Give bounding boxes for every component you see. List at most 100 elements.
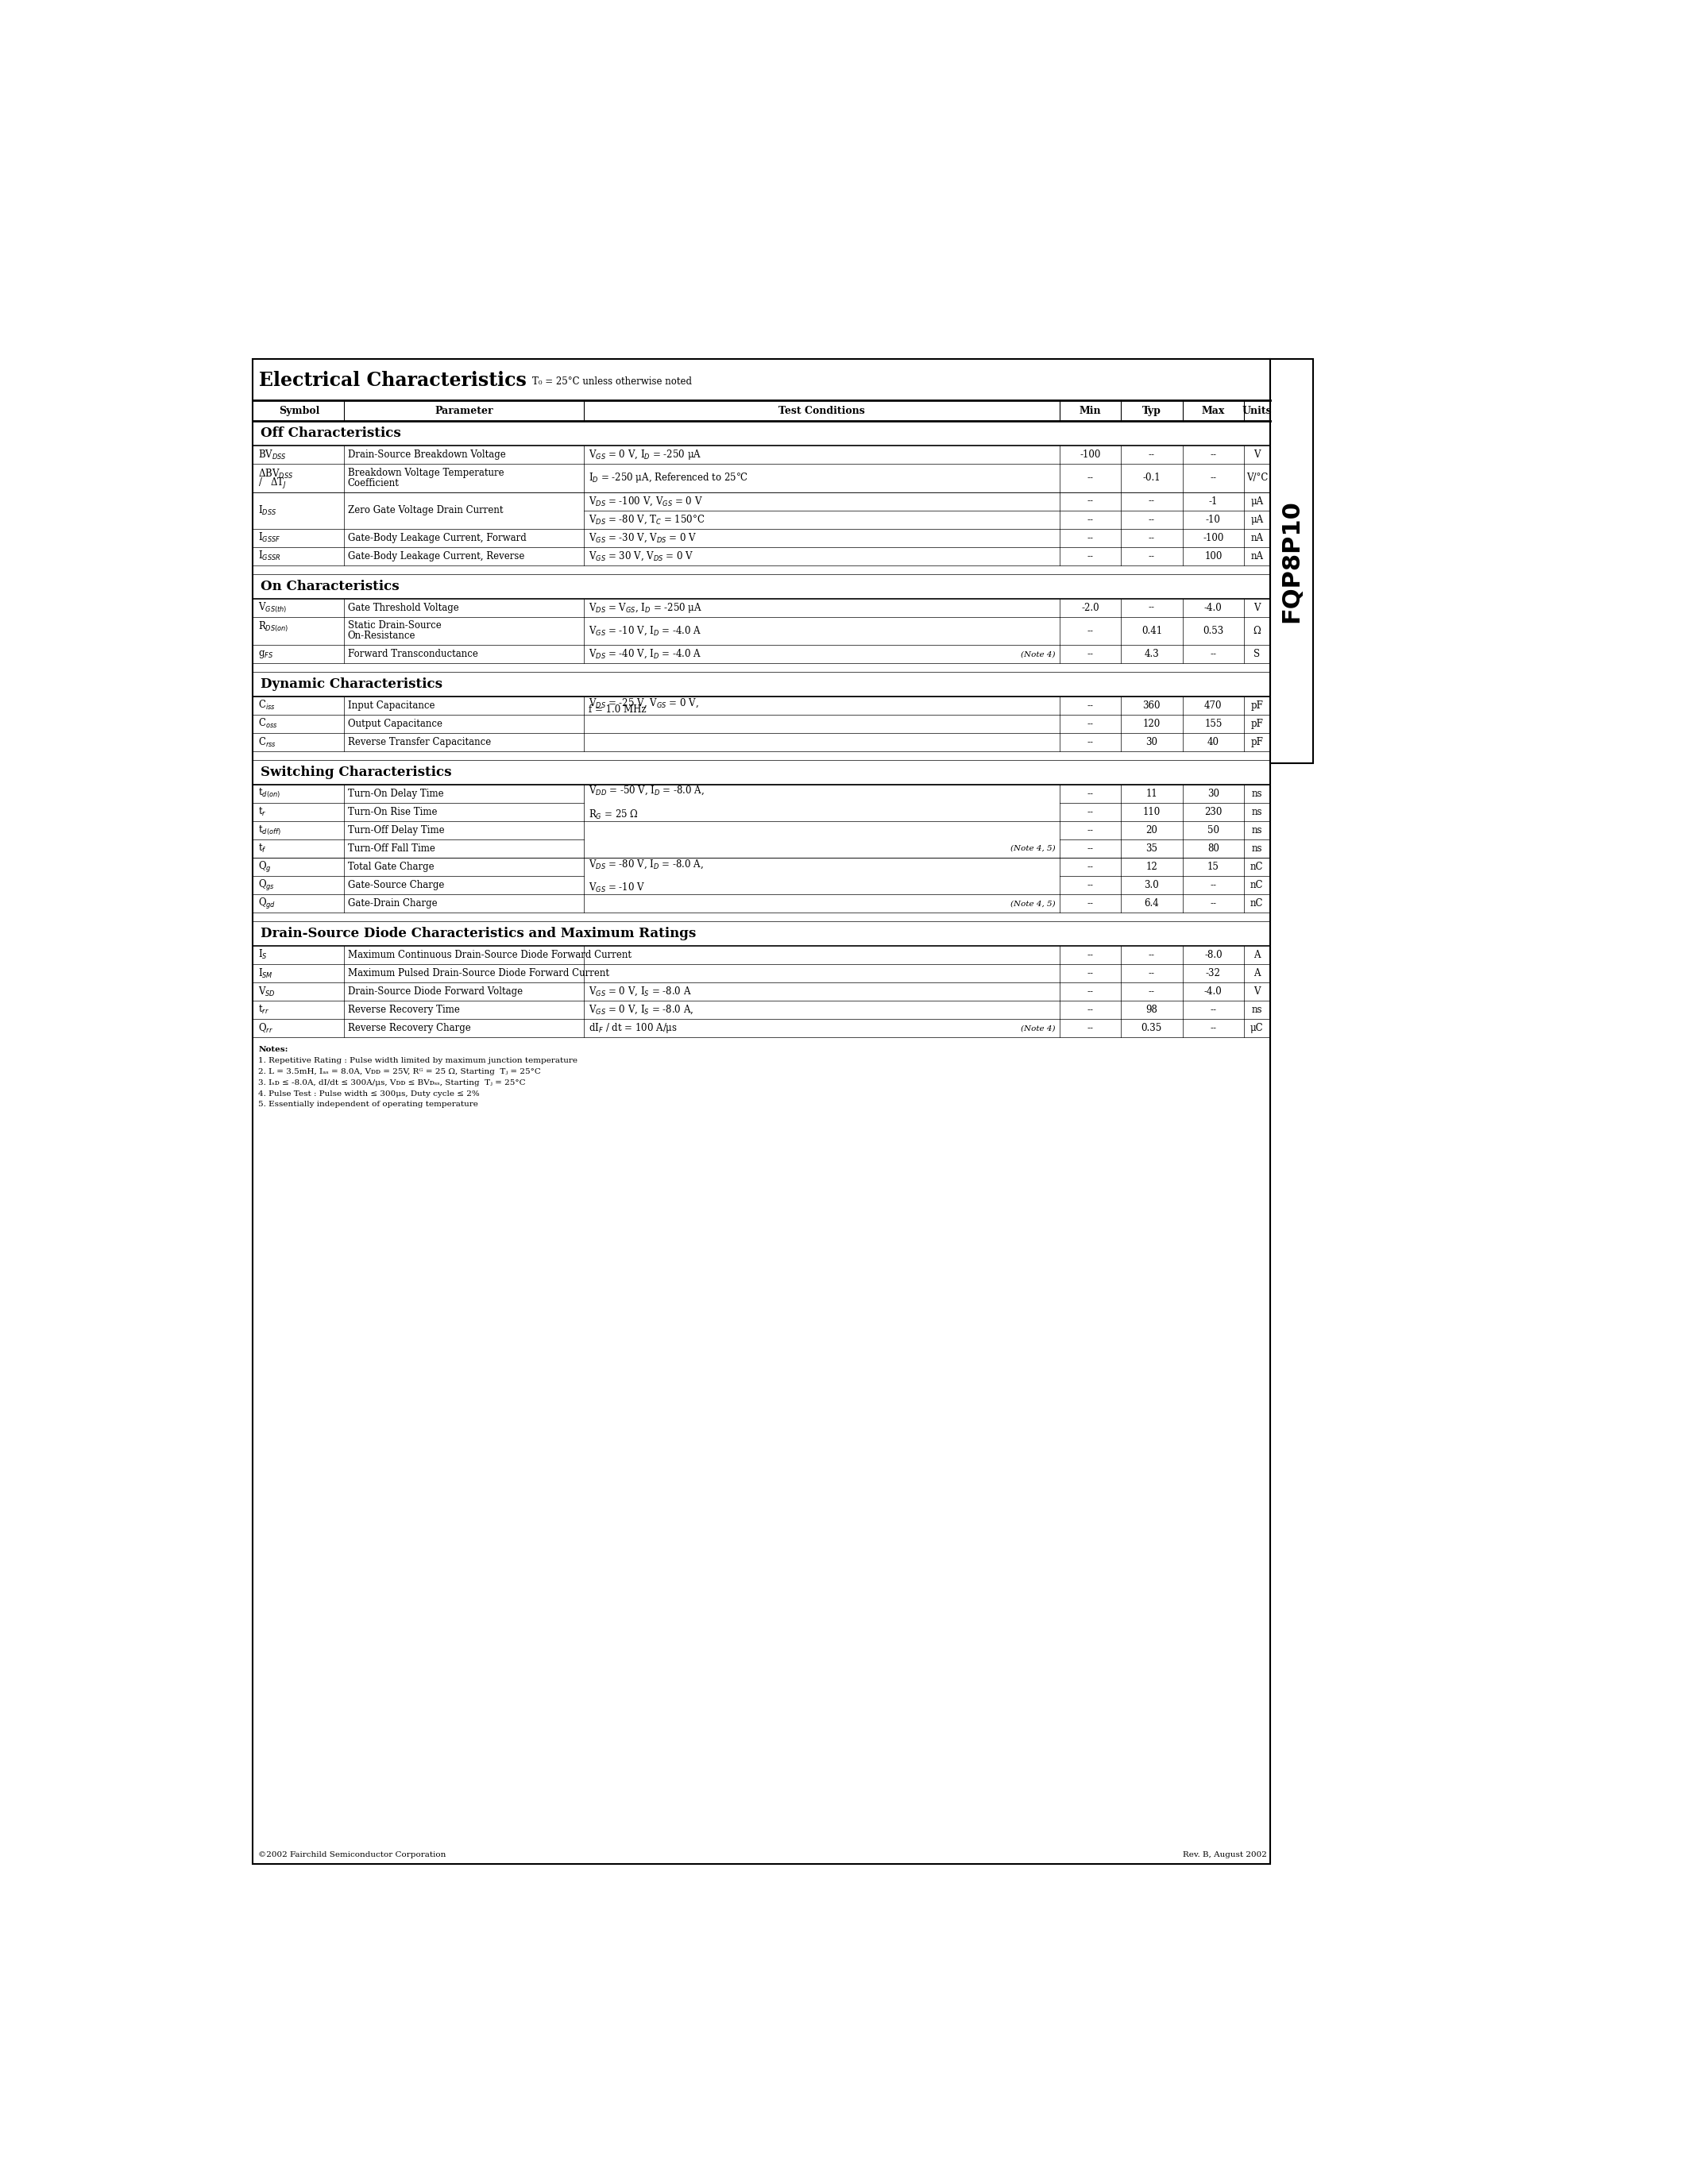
- Text: Forward Transconductance: Forward Transconductance: [348, 649, 478, 660]
- Text: 1. Repetitive Rating : Pulse width limited by maximum junction temperature: 1. Repetitive Rating : Pulse width limit…: [258, 1057, 577, 1064]
- Text: --: --: [1210, 1022, 1217, 1033]
- Text: A: A: [1254, 968, 1261, 978]
- Text: --: --: [1210, 880, 1217, 891]
- Text: Electrical Characteristics: Electrical Characteristics: [258, 371, 527, 391]
- Text: ns: ns: [1251, 806, 1263, 817]
- Text: T₀ = 25°C unless otherwise noted: T₀ = 25°C unless otherwise noted: [532, 378, 692, 387]
- Text: C$_{oss}$: C$_{oss}$: [258, 716, 279, 729]
- Text: I$_D$ = -250 μA, Referenced to 25°C: I$_D$ = -250 μA, Referenced to 25°C: [589, 472, 749, 485]
- Text: V$_{DS}$ = -80 V, T$_C$ = 150°C: V$_{DS}$ = -80 V, T$_C$ = 150°C: [589, 513, 706, 526]
- Text: 40: 40: [1207, 736, 1219, 747]
- Text: --: --: [1210, 450, 1217, 461]
- Text: Reverse Recovery Time: Reverse Recovery Time: [348, 1005, 459, 1016]
- Text: V$_{GS(th)}$: V$_{GS(th)}$: [258, 601, 287, 614]
- Text: V$_{DD}$ = -50 V, I$_D$ = -8.0 A,: V$_{DD}$ = -50 V, I$_D$ = -8.0 A,: [589, 784, 706, 797]
- Text: 30: 30: [1207, 788, 1219, 799]
- Text: --: --: [1087, 880, 1094, 891]
- Text: C$_{rss}$: C$_{rss}$: [258, 736, 277, 749]
- Text: S: S: [1254, 649, 1261, 660]
- Text: ns: ns: [1251, 843, 1263, 854]
- Text: Zero Gate Voltage Drain Current: Zero Gate Voltage Drain Current: [348, 505, 503, 515]
- Text: --: --: [1087, 736, 1094, 747]
- Text: Static Drain-Source: Static Drain-Source: [348, 620, 441, 631]
- Text: -8.0: -8.0: [1204, 950, 1222, 961]
- Text: V: V: [1254, 987, 1261, 996]
- Text: 470: 470: [1204, 701, 1222, 710]
- Text: V$_{GS}$ = 0 V, I$_S$ = -8.0 A,: V$_{GS}$ = 0 V, I$_S$ = -8.0 A,: [589, 1005, 694, 1016]
- Text: V: V: [1254, 450, 1261, 461]
- Text: V$_{SD}$: V$_{SD}$: [258, 985, 275, 998]
- Text: I$_{GSSF}$: I$_{GSSF}$: [258, 531, 280, 544]
- Text: Coefficient: Coefficient: [348, 478, 398, 489]
- Text: -32: -32: [1205, 968, 1220, 978]
- Text: --: --: [1087, 826, 1094, 834]
- Text: ns: ns: [1251, 826, 1263, 834]
- Text: 6.4: 6.4: [1144, 898, 1160, 909]
- Text: A: A: [1254, 950, 1261, 961]
- Text: V: V: [1254, 603, 1261, 614]
- Text: nC: nC: [1251, 898, 1264, 909]
- Text: I$_{DSS}$: I$_{DSS}$: [258, 505, 277, 518]
- Text: --: --: [1148, 533, 1155, 544]
- Text: f = 1.0 MHz: f = 1.0 MHz: [589, 703, 647, 714]
- Text: On-Resistance: On-Resistance: [348, 631, 415, 642]
- Text: t$_{rr}$: t$_{rr}$: [258, 1005, 270, 1016]
- Text: Turn-On Rise Time: Turn-On Rise Time: [348, 806, 437, 817]
- Text: --: --: [1087, 701, 1094, 710]
- Text: t$_r$: t$_r$: [258, 806, 267, 817]
- Text: --: --: [1087, 625, 1094, 636]
- Text: V$_{GS}$ = 30 V, V$_{DS}$ = 0 V: V$_{GS}$ = 30 V, V$_{DS}$ = 0 V: [589, 550, 694, 561]
- Text: 11: 11: [1146, 788, 1158, 799]
- Text: Total Gate Charge: Total Gate Charge: [348, 863, 434, 871]
- Text: -10: -10: [1205, 515, 1220, 524]
- Text: --: --: [1087, 550, 1094, 561]
- Text: On Characteristics: On Characteristics: [260, 579, 398, 592]
- Text: --: --: [1148, 968, 1155, 978]
- Text: --: --: [1087, 515, 1094, 524]
- Text: t$_f$: t$_f$: [258, 843, 267, 854]
- Text: --: --: [1087, 649, 1094, 660]
- Text: --: --: [1087, 533, 1094, 544]
- Text: 0.53: 0.53: [1204, 625, 1224, 636]
- Text: -0.1: -0.1: [1143, 472, 1161, 483]
- Text: --: --: [1087, 788, 1094, 799]
- Text: --: --: [1087, 719, 1094, 729]
- Text: --: --: [1087, 987, 1094, 996]
- Text: Q$_g$: Q$_g$: [258, 860, 272, 874]
- Text: R$_G$ = 25 Ω: R$_G$ = 25 Ω: [589, 808, 638, 821]
- Text: Gate-Body Leakage Current, Reverse: Gate-Body Leakage Current, Reverse: [348, 550, 525, 561]
- Text: ns: ns: [1251, 788, 1263, 799]
- Text: 155: 155: [1204, 719, 1222, 729]
- Text: --: --: [1210, 898, 1217, 909]
- Text: Gate-Source Charge: Gate-Source Charge: [348, 880, 444, 891]
- Text: I$_{GSSR}$: I$_{GSSR}$: [258, 550, 282, 563]
- Text: V$_{GS}$ = 0 V, I$_S$ = -8.0 A: V$_{GS}$ = 0 V, I$_S$ = -8.0 A: [589, 985, 692, 998]
- Text: R$_{DS(on)}$: R$_{DS(on)}$: [258, 620, 289, 633]
- Text: I$_{SM}$: I$_{SM}$: [258, 968, 273, 981]
- Text: V$_{GS}$ = 0 V, I$_D$ = -250 μA: V$_{GS}$ = 0 V, I$_D$ = -250 μA: [589, 448, 702, 461]
- Text: Gate-Body Leakage Current, Forward: Gate-Body Leakage Current, Forward: [348, 533, 527, 544]
- Text: Switching Characteristics: Switching Characteristics: [260, 764, 451, 780]
- Text: nC: nC: [1251, 880, 1264, 891]
- Text: I$_S$: I$_S$: [258, 948, 268, 961]
- Text: --: --: [1087, 950, 1094, 961]
- Text: ns: ns: [1251, 1005, 1263, 1016]
- Text: Turn-Off Fall Time: Turn-Off Fall Time: [348, 843, 436, 854]
- Text: --: --: [1087, 968, 1094, 978]
- Text: 20: 20: [1146, 826, 1158, 834]
- Text: Gate Threshold Voltage: Gate Threshold Voltage: [348, 603, 459, 614]
- Text: -4.0: -4.0: [1204, 987, 1222, 996]
- Text: -2.0: -2.0: [1080, 603, 1099, 614]
- Text: dI$_F$ / dt = 100 A/μs: dI$_F$ / dt = 100 A/μs: [589, 1022, 679, 1035]
- Text: V$_{DS}$ = -80 V, I$_D$ = -8.0 A,: V$_{DS}$ = -80 V, I$_D$ = -8.0 A,: [589, 858, 704, 869]
- Text: Turn-Off Delay Time: Turn-Off Delay Time: [348, 826, 444, 834]
- Text: -100: -100: [1204, 533, 1224, 544]
- Text: --: --: [1087, 863, 1094, 871]
- Text: -1: -1: [1209, 496, 1217, 507]
- Text: Breakdown Voltage Temperature: Breakdown Voltage Temperature: [348, 467, 503, 478]
- Text: --: --: [1087, 806, 1094, 817]
- Text: 110: 110: [1143, 806, 1161, 817]
- Text: --: --: [1210, 472, 1217, 483]
- Text: pF: pF: [1251, 736, 1263, 747]
- Text: pF: pF: [1251, 719, 1263, 729]
